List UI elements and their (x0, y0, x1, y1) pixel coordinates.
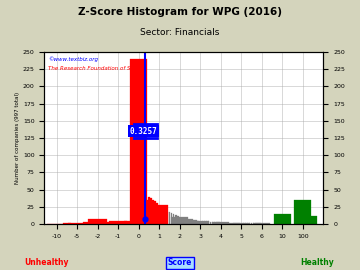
Bar (146, 200, 148, 224)
Bar (222, 223, 224, 224)
Bar (191, 219, 193, 224)
Bar (163, 209, 164, 224)
Bar (218, 222, 220, 224)
Bar (104, 222, 112, 224)
Text: Healthy: Healthy (300, 258, 334, 267)
Bar (197, 221, 199, 224)
Bar (259, 223, 261, 224)
Bar (167, 212, 168, 224)
Bar (175, 215, 176, 224)
Bar (232, 223, 234, 224)
Bar (212, 222, 213, 224)
Bar (187, 219, 189, 224)
Text: The Research Foundation of SUNY: The Research Foundation of SUNY (49, 66, 143, 71)
Bar (165, 210, 166, 224)
Bar (89, 219, 107, 224)
Bar (140, 100, 141, 224)
Bar (214, 222, 216, 224)
Bar (210, 222, 211, 224)
Bar (255, 223, 257, 224)
Text: ©www.textbiz.org: ©www.textbiz.org (49, 56, 99, 62)
Bar (212, 222, 229, 224)
Bar (109, 221, 127, 224)
Bar (294, 200, 311, 224)
Bar (125, 221, 132, 224)
Bar (247, 223, 248, 224)
Bar (181, 218, 183, 224)
Bar (224, 223, 226, 224)
Bar (183, 218, 185, 224)
Bar (257, 223, 258, 224)
Bar (161, 207, 162, 224)
Text: Sector: Financials: Sector: Financials (140, 28, 220, 37)
Bar (152, 200, 154, 224)
Bar (243, 223, 244, 224)
Bar (238, 223, 240, 224)
Bar (68, 223, 86, 224)
Bar (204, 221, 205, 224)
Bar (249, 223, 250, 224)
Bar (142, 183, 144, 224)
Bar (154, 201, 156, 224)
Bar (173, 214, 175, 224)
Bar (130, 59, 147, 224)
Bar (251, 223, 252, 224)
Text: Unhealthy: Unhealthy (24, 258, 69, 267)
Bar (63, 223, 71, 224)
Bar (84, 222, 91, 224)
Bar (208, 221, 209, 224)
Bar (150, 198, 152, 224)
Bar (169, 212, 170, 224)
Bar (233, 223, 250, 224)
Bar (192, 221, 209, 224)
Bar (189, 219, 191, 224)
Bar (185, 219, 187, 224)
Y-axis label: Number of companies (997 total): Number of companies (997 total) (15, 92, 20, 184)
Bar (244, 223, 246, 224)
Bar (171, 217, 188, 224)
Bar (309, 216, 317, 224)
Bar (274, 214, 291, 224)
Bar (193, 220, 195, 224)
Bar (253, 223, 270, 224)
Bar (234, 223, 236, 224)
Text: Score: Score (168, 258, 192, 267)
Bar (148, 197, 150, 224)
Bar (206, 221, 207, 224)
Bar (237, 223, 238, 224)
Text: Z-Score Histogram for WPG (2016): Z-Score Histogram for WPG (2016) (78, 7, 282, 17)
Bar (151, 205, 168, 224)
Bar (171, 213, 172, 224)
Bar (226, 223, 228, 224)
Bar (228, 223, 230, 224)
Bar (195, 220, 197, 224)
Bar (177, 216, 179, 224)
Bar (202, 221, 203, 224)
Bar (230, 223, 232, 224)
Bar (253, 223, 255, 224)
Bar (156, 203, 158, 224)
Bar (216, 222, 217, 224)
Bar (144, 190, 146, 224)
Text: 0.3257: 0.3257 (130, 127, 157, 136)
